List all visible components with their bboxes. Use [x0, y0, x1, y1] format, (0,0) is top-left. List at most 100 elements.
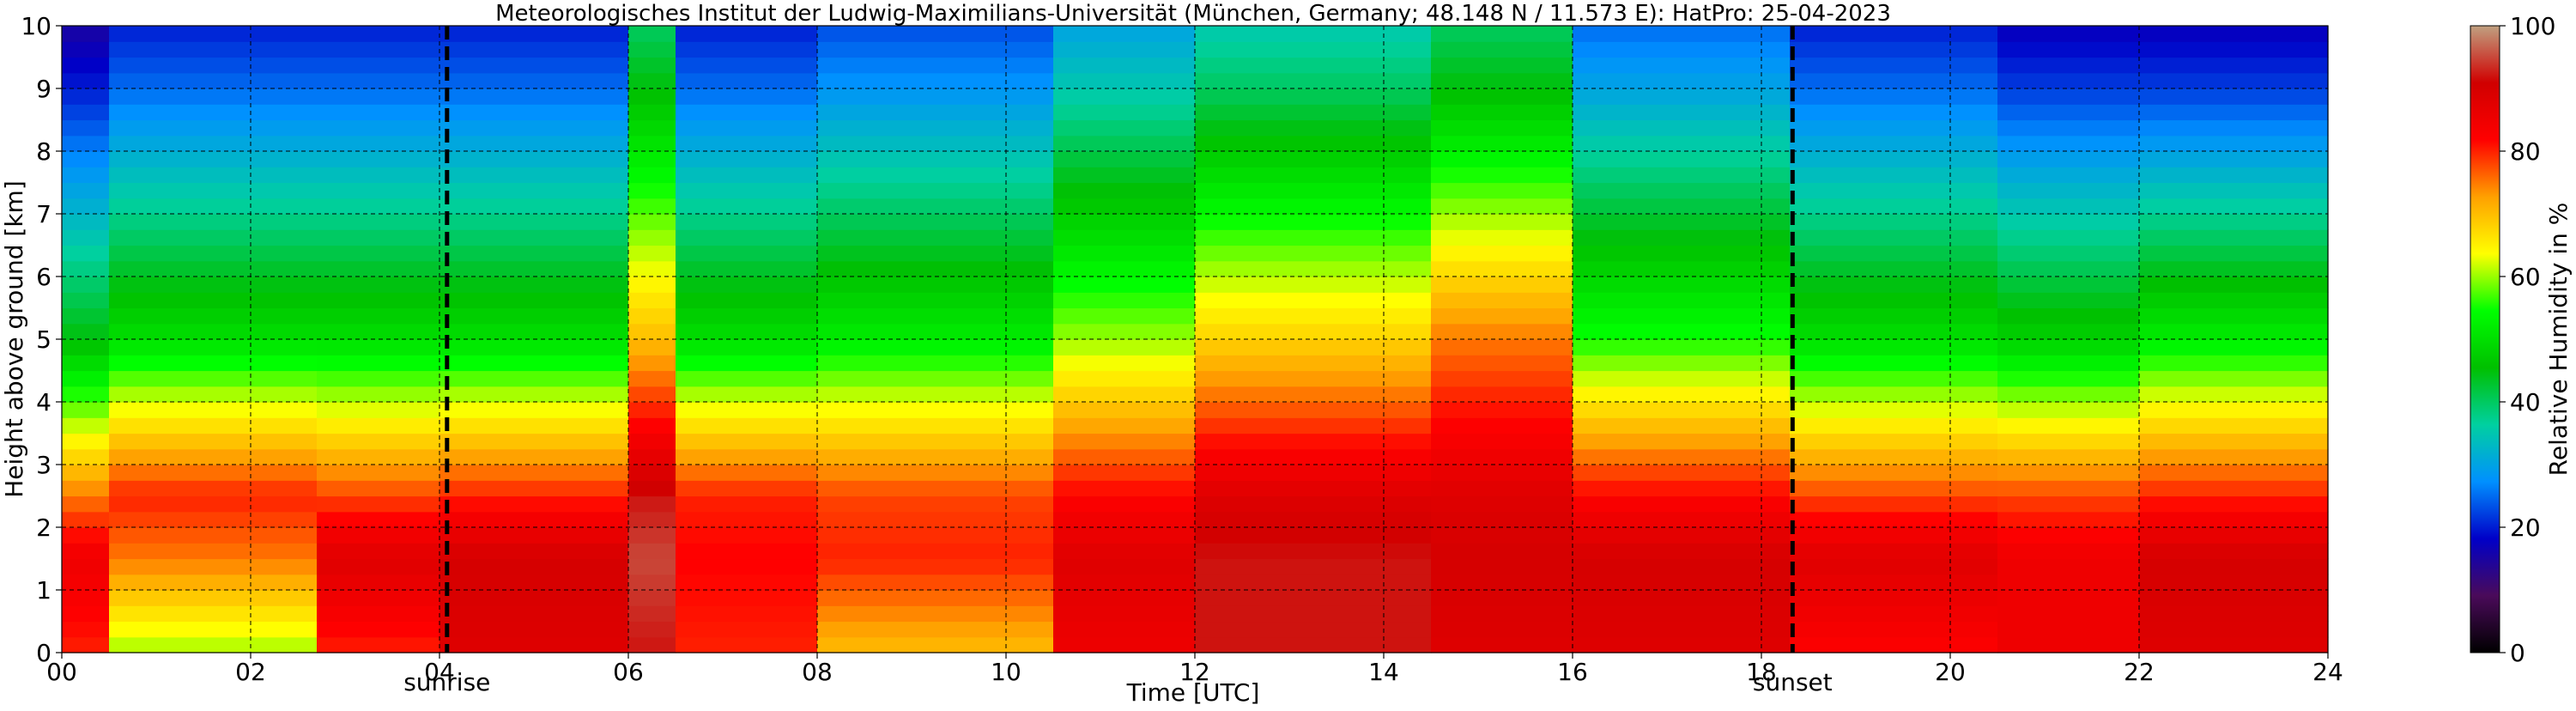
humidity-cell: [1195, 386, 1432, 403]
x-tick-label: 02: [235, 658, 266, 686]
humidity-cell: [62, 511, 110, 528]
colorbar-scale: [2470, 25, 2500, 653]
humidity-cell: [676, 402, 818, 418]
humidity-cell: [109, 574, 318, 591]
humidity-cell: [817, 119, 1054, 137]
humidity-cell: [1790, 448, 1998, 465]
humidity-cell: [1790, 355, 1998, 372]
humidity-cell: [2139, 574, 2329, 591]
humidity-cell: [1431, 511, 1573, 528]
humidity-cell: [439, 543, 629, 560]
humidity-cell: [817, 402, 1054, 418]
humidity-cell: [439, 605, 629, 623]
humidity-cell: [109, 386, 318, 403]
humidity-cell: [1053, 229, 1196, 246]
humidity-cell: [1790, 370, 1998, 387]
humidity-cell: [2139, 605, 2329, 623]
humidity-cell: [2139, 323, 2329, 340]
humidity-cell: [628, 182, 676, 199]
humidity-cell: [439, 88, 629, 105]
humidity-cell: [1790, 417, 1998, 434]
humidity-cell: [676, 182, 818, 199]
humidity-cell: [628, 355, 676, 372]
humidity-cell: [109, 339, 318, 356]
humidity-cell: [62, 636, 110, 653]
humidity-cell: [1997, 355, 2140, 372]
humidity-cell: [817, 527, 1054, 544]
humidity-cell: [628, 543, 676, 560]
humidity-cell: [1997, 448, 2140, 465]
humidity-cell: [1431, 480, 1573, 497]
humidity-cell: [439, 260, 629, 277]
humidity-cell: [1431, 229, 1573, 246]
humidity-cell: [1790, 57, 1998, 74]
humidity-cell: [2139, 57, 2329, 74]
humidity-profile-column: [1997, 26, 2140, 653]
humidity-cell: [2139, 495, 2329, 513]
humidity-cell: [1053, 307, 1196, 325]
humidity-cell: [62, 41, 110, 58]
humidity-cell: [1053, 574, 1196, 591]
humidity-cell: [1997, 339, 2140, 356]
humidity-cell: [109, 167, 318, 184]
humidity-cell: [1573, 119, 1791, 137]
humidity-cell: [676, 57, 818, 74]
humidity-cell: [109, 370, 318, 387]
humidity-cell: [439, 621, 629, 638]
humidity-cell: [1997, 292, 2140, 309]
humidity-cell: [1053, 41, 1196, 58]
humidity-cell: [628, 574, 676, 591]
humidity-cell: [1997, 88, 2140, 105]
humidity-cell: [1790, 558, 1998, 575]
humidity-cell: [1790, 621, 1998, 638]
humidity-cell: [1053, 26, 1196, 42]
humidity-cell: [1195, 135, 1432, 152]
humidity-cell: [817, 307, 1054, 325]
humidity-profile-column: [817, 26, 1054, 653]
humidity-cell: [62, 323, 110, 340]
humidity-cell: [439, 276, 629, 293]
humidity-cell: [62, 355, 110, 372]
humidity-cell: [1053, 198, 1196, 215]
humidity-cell: [1431, 339, 1573, 356]
humidity-cell: [62, 495, 110, 513]
humidity-cell: [817, 41, 1054, 58]
humidity-cell: [1790, 229, 1998, 246]
colorbar: 0 20 40 60 80 100 Relative Humidity in %: [2470, 12, 2573, 667]
humidity-cell: [62, 370, 110, 387]
humidity-cell: [1997, 402, 2140, 418]
humidity-cell: [1997, 558, 2140, 575]
humidity-cell: [62, 88, 110, 105]
humidity-cell: [1573, 527, 1791, 544]
humidity-cell: [317, 590, 440, 606]
humidity-cell: [1790, 307, 1998, 325]
humidity-cell: [317, 245, 440, 262]
humidity-cell: [2139, 245, 2329, 262]
humidity-cell: [317, 605, 440, 623]
humidity-cell: [1431, 135, 1573, 152]
humidity-cell: [439, 448, 629, 465]
humidity-cell: [1997, 605, 2140, 623]
y-tick-label: 7: [36, 200, 52, 228]
humidity-cell: [1195, 26, 1432, 42]
y-tick-label: 10: [21, 12, 52, 40]
humidity-cell: [109, 276, 318, 293]
humidity-cell: [1790, 119, 1998, 137]
humidity-cell: [1195, 229, 1432, 246]
humidity-cell: [1573, 167, 1791, 184]
humidity-cell: [439, 417, 629, 434]
y-tick-label: 4: [36, 388, 52, 416]
humidity-cell: [676, 621, 818, 638]
humidity-cell: [2139, 465, 2329, 481]
humidity-cell: [1195, 448, 1432, 465]
humidity-cell: [817, 511, 1054, 528]
humidity-cell: [1790, 636, 1998, 653]
humidity-cell: [2139, 41, 2329, 58]
humidity-cell: [1790, 182, 1998, 199]
humidity-cell: [439, 590, 629, 606]
humidity-cell: [317, 511, 440, 528]
grid-lines: [62, 26, 2328, 653]
y-tick-label: 3: [36, 451, 52, 479]
humidity-cell: [817, 229, 1054, 246]
y-tick-label: 6: [36, 263, 52, 291]
